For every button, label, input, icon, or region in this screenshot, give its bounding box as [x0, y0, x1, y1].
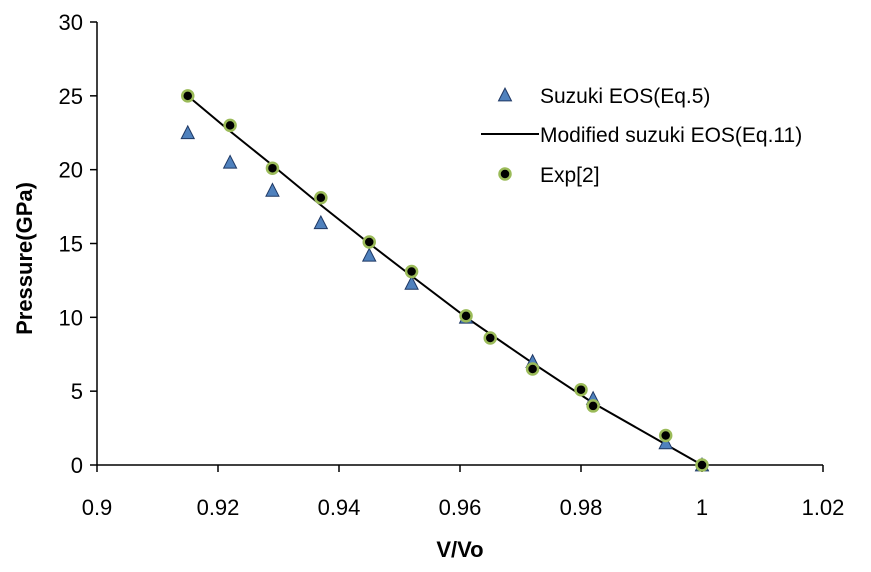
exp-circle-marker — [314, 190, 328, 205]
suzuki-triangle-marker — [265, 182, 280, 197]
x-tick-label: 0.92 — [197, 495, 240, 520]
legend-label: Modified suzuki EOS(Eq.11) — [540, 124, 802, 147]
exp-circle-marker — [404, 264, 419, 279]
y-tick-label: 20 — [59, 158, 83, 183]
y-tick-label: 25 — [59, 84, 83, 109]
suzuki-triangle-marker — [222, 154, 238, 169]
x-tick-label: 1.02 — [802, 495, 845, 520]
exp-circle-marker — [525, 362, 540, 376]
suzuki-triangle-marker — [313, 214, 329, 230]
legend-triangle-swatch — [497, 87, 513, 102]
exp-circle-marker — [586, 399, 600, 413]
exp-circle-marker — [483, 331, 497, 345]
x-tick-label: 0.9 — [82, 495, 113, 520]
suzuki-triangle-marker — [361, 247, 377, 262]
x-tick-label: 0.96 — [439, 495, 482, 520]
exp-circle-marker — [265, 161, 280, 175]
exp-circle-marker — [658, 428, 673, 443]
marker-layer — [180, 89, 710, 472]
y-tick-label: 10 — [59, 305, 83, 330]
y-axis-title: Pressure(GPa) — [12, 182, 37, 335]
suzuki-triangle-marker — [180, 124, 196, 140]
x-tick-label: 0.94 — [318, 495, 361, 520]
exp-circle-marker — [695, 458, 709, 472]
exp-circle-marker — [223, 118, 237, 133]
exp-circle-marker — [181, 89, 195, 103]
line-layer — [187, 95, 703, 466]
legend-label: Exp[2] — [540, 164, 600, 187]
series-line-modified-suzuki — [187, 95, 703, 466]
exp-circle-marker — [459, 309, 473, 323]
suzuki-triangle-marker — [404, 275, 419, 290]
exp-circle-marker — [574, 382, 588, 397]
y-tick-label: 15 — [59, 232, 83, 257]
exp-circle-marker — [362, 235, 376, 249]
y-tick-label: 30 — [59, 10, 83, 35]
x-tick-label: 0.98 — [560, 495, 603, 520]
y-tick-label: 0 — [71, 453, 83, 478]
legend-circle-swatch — [498, 167, 512, 181]
legend-label: Suzuki EOS(Eq.5) — [540, 85, 710, 108]
suzuki-triangle-marker — [658, 434, 674, 450]
legend: Suzuki EOS(Eq.5) Modified suzuki EOS(Eq.1… — [481, 85, 802, 187]
x-tick-label: 1 — [696, 495, 708, 520]
y-tick-label: 5 — [71, 379, 83, 404]
x-axis-title: V/Vo — [436, 537, 483, 562]
axes-layer: 0 5 10 15 20 25 30 0.9 0.92 0.94 0.96 0.98 1 1.02 V/Vo… — [12, 10, 844, 562]
